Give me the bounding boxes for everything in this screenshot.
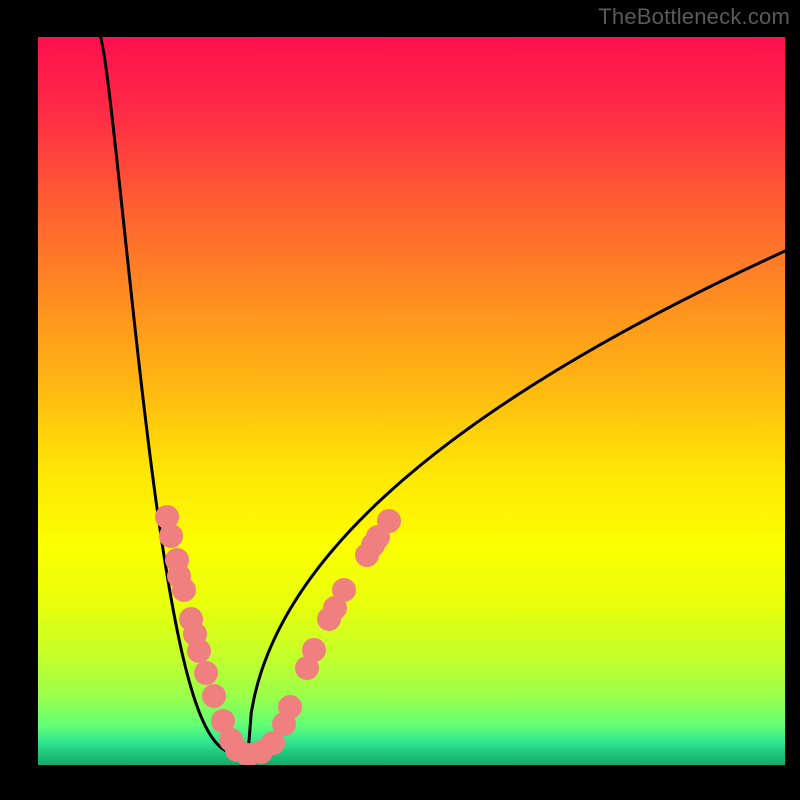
data-marker [159,524,183,548]
data-marker [202,684,226,708]
data-marker [278,695,302,719]
watermark: TheBottleneck.com [598,4,790,30]
data-marker [302,638,326,662]
gradient-background [38,37,785,765]
data-marker [187,639,211,663]
data-marker [194,661,218,685]
data-marker [332,578,356,602]
data-marker [377,509,401,533]
data-marker [172,578,196,602]
plot-area [38,37,785,765]
